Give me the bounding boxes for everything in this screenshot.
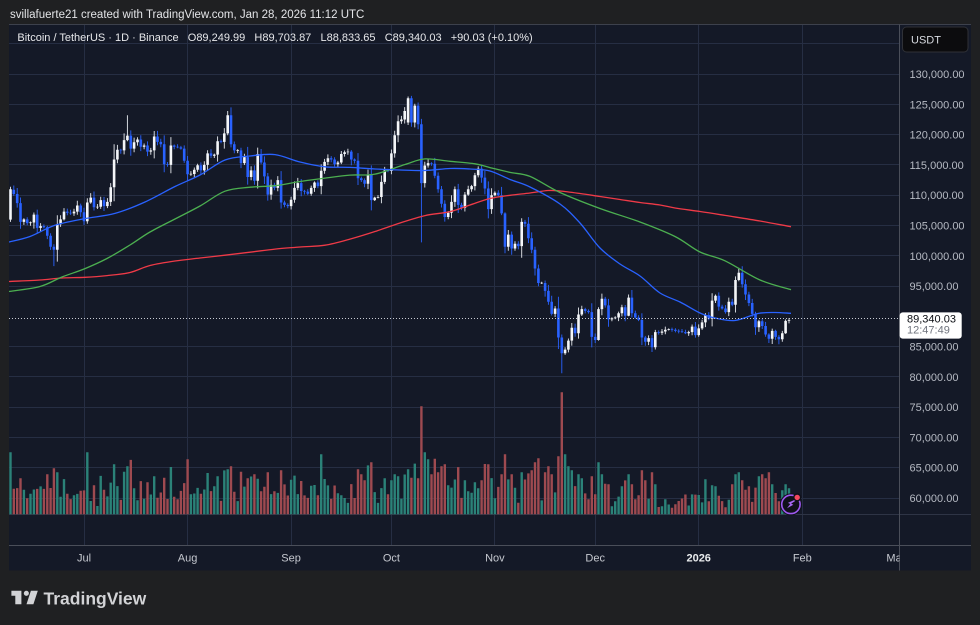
svg-text:TradingView: TradingView (44, 589, 147, 609)
svg-text:Sep: Sep (281, 553, 301, 565)
svg-text:70,000.00: 70,000.00 (910, 433, 959, 445)
svg-text:115,000.00: 115,000.00 (910, 160, 964, 172)
svg-text:Bitcoin / TetherUS · 1D · Bina: Bitcoin / TetherUS · 1D · Binance O89,24… (17, 32, 532, 44)
svg-text:75,000.00: 75,000.00 (910, 402, 959, 414)
svg-text:95,000.00: 95,000.00 (910, 281, 959, 293)
svg-text:Feb: Feb (793, 553, 812, 565)
svg-text:Oct: Oct (383, 553, 400, 565)
svg-text:89,340.03: 89,340.03 (907, 314, 956, 326)
svg-text:120,000.00: 120,000.00 (910, 130, 965, 142)
svg-text:Jul: Jul (77, 553, 91, 565)
svg-text:125,000.00: 125,000.00 (910, 99, 965, 111)
svg-text:105,000.00: 105,000.00 (910, 221, 965, 233)
svg-text:85,000.00: 85,000.00 (910, 342, 959, 354)
svg-text:Mar: Mar (886, 553, 905, 565)
svg-text:65,000.00: 65,000.00 (910, 463, 959, 475)
svg-text:2026: 2026 (686, 553, 710, 565)
svg-text:130,000.00: 130,000.00 (910, 69, 965, 81)
svg-text:Dec: Dec (585, 553, 605, 565)
svg-text:110,000.00: 110,000.00 (910, 190, 964, 202)
svg-text:Nov: Nov (485, 553, 505, 565)
svg-text:svillafuerte21 created with Tr: svillafuerte21 created with TradingView.… (10, 9, 364, 21)
svg-text:12:47:49: 12:47:49 (907, 325, 950, 337)
svg-text:USDT: USDT (911, 34, 941, 46)
svg-text:100,000.00: 100,000.00 (910, 251, 965, 263)
svg-text:80,000.00: 80,000.00 (910, 372, 959, 384)
svg-text:60,000.00: 60,000.00 (910, 493, 959, 505)
svg-text:Aug: Aug (178, 553, 198, 565)
